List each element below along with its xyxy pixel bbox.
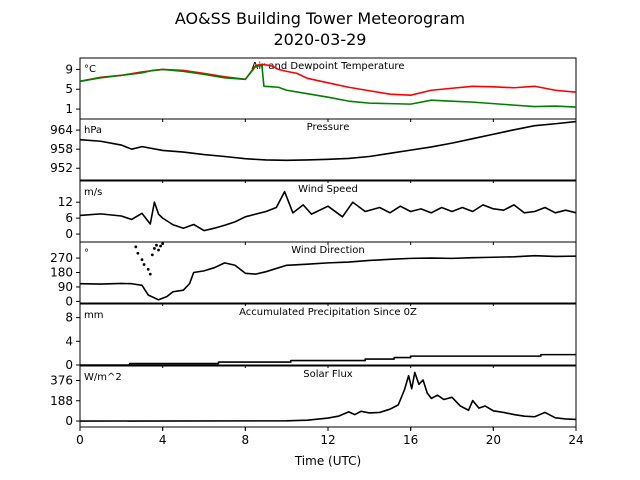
y-tick-label: 90 <box>58 280 73 294</box>
panel-solar: Solar Flux W/m^2 0 188 376 <box>50 366 576 430</box>
unit-label: ° <box>84 248 89 259</box>
panel-title: Accumulated Precipitation Since 0Z <box>239 307 417 318</box>
data-point <box>143 263 146 266</box>
y-tick-label: 180 <box>50 266 73 280</box>
data-point <box>141 258 144 261</box>
data-point <box>151 253 154 256</box>
chart-subtitle: 2020-03-29 <box>274 30 367 49</box>
data-point <box>153 247 156 250</box>
series-line-wind_speed-0 <box>80 192 576 231</box>
panels-group: Air and Dewpoint Temperature°C159Pressur… <box>50 58 576 430</box>
y-tick-label: 8 <box>65 311 73 325</box>
meteorogram-chart: AO&SS Building Tower Meteorogram 2020-03… <box>0 0 640 480</box>
y-tick-label: 0 <box>65 414 73 428</box>
panel-title: Solar Flux <box>303 369 353 380</box>
chart-title: AO&SS Building Tower Meteorogram <box>175 9 465 28</box>
y-tick-label: 4 <box>65 334 73 348</box>
y-tick-label: 958 <box>50 142 73 156</box>
y-tick-label: 12 <box>58 195 73 209</box>
unit-label: m/s <box>84 187 102 198</box>
data-point <box>147 268 150 271</box>
unit-label: °C <box>84 64 96 75</box>
data-point <box>136 252 139 255</box>
unit-label: mm <box>84 310 103 321</box>
panel-wind_speed: Wind Speed m/s 0 6 12 <box>58 181 576 245</box>
x-tick-label: 12 <box>320 433 335 447</box>
y-tick-label: 6 <box>65 211 73 225</box>
data-point <box>149 273 152 276</box>
y-tick-label: 188 <box>50 394 73 408</box>
y-tick-label: 0 <box>65 294 73 308</box>
y-tick-label: 1 <box>65 102 73 116</box>
x-tick-label: 4 <box>159 433 167 447</box>
y-tick-label: 0 <box>65 358 73 372</box>
y-tick-label: 270 <box>50 251 73 265</box>
x-tick-label: 16 <box>403 433 418 447</box>
unit-label: hPa <box>84 125 102 136</box>
data-point <box>157 249 160 252</box>
data-point <box>155 244 158 247</box>
series-line-wind_dir-0 <box>80 256 576 300</box>
x-tick-label: 0 <box>76 433 84 447</box>
data-point <box>159 245 162 248</box>
panel-title: Wind Direction <box>291 245 365 256</box>
y-tick-label: 5 <box>65 82 73 96</box>
x-tick-label: 24 <box>568 433 583 447</box>
series-line-precip-0 <box>80 355 576 365</box>
panel-precip: Accumulated Precipitation Since 0Z mm 0 4 8 <box>65 304 576 372</box>
data-point <box>134 245 137 248</box>
panel-title: Pressure <box>307 122 350 133</box>
panel-pressure: Pressure hPa 952 958 964 <box>50 119 576 183</box>
panel-title: Wind Speed <box>298 184 358 195</box>
unit-label: W/m^2 <box>84 372 122 383</box>
y-tick-label: 964 <box>50 123 73 137</box>
x-tick-label: 20 <box>486 433 501 447</box>
x-axis-label: Time (UTC) <box>294 454 361 468</box>
x-axis: 0 4 8 12 16 20 24 <box>76 427 583 447</box>
y-tick-label: 952 <box>50 161 73 175</box>
x-tick-label: 8 <box>242 433 250 447</box>
y-tick-label: 0 <box>65 227 73 241</box>
y-tick-label: 9 <box>65 62 73 76</box>
y-tick-label: 376 <box>50 373 73 387</box>
data-point <box>161 242 164 245</box>
